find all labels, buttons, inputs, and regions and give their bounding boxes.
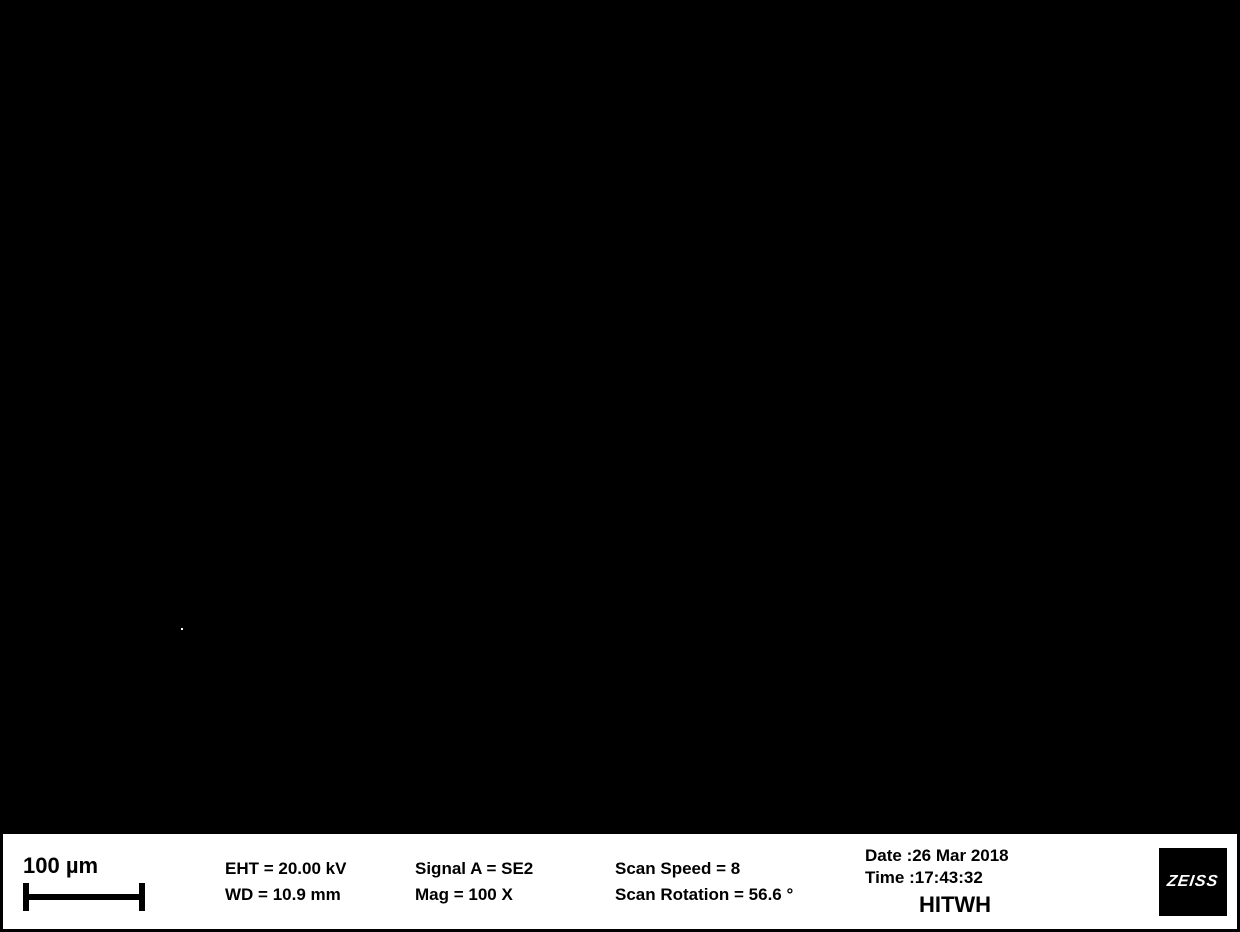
institution-label: HITWH — [865, 892, 1045, 918]
info-bar: 100 µm EHT = 20.00 kV WD = 10.9 mm Signa… — [3, 831, 1237, 929]
sem-image-area — [3, 3, 1237, 831]
params-column-1: EHT = 20.00 kV WD = 10.9 mm — [215, 859, 405, 905]
param-eht: EHT = 20.00 kV — [225, 859, 395, 879]
param-wd: WD = 10.9 mm — [225, 885, 395, 905]
zeiss-logo-text: ZEISS — [1166, 873, 1220, 891]
params-column-4: Date :26 Mar 2018 Time :17:43:32 HITWH — [855, 846, 1055, 918]
param-scan-rotation: Scan Rotation = 56.6 ° — [615, 885, 845, 905]
params-column-3: Scan Speed = 8 Scan Rotation = 56.6 ° — [605, 859, 855, 905]
scale-section: 100 µm — [15, 853, 215, 911]
scale-label: 100 µm — [23, 853, 98, 879]
param-signal: Signal A = SE2 — [415, 859, 595, 879]
scale-bar-line — [23, 894, 145, 900]
param-mag: Mag = 100 X — [415, 885, 595, 905]
scale-bar-end-right — [139, 883, 145, 911]
param-scan-speed: Scan Speed = 8 — [615, 859, 845, 879]
image-speck — [181, 628, 183, 630]
scale-bar — [23, 883, 145, 911]
param-date: Date :26 Mar 2018 — [865, 846, 1045, 866]
zeiss-logo: ZEISS — [1159, 848, 1227, 916]
params-column-2: Signal A = SE2 Mag = 100 X — [405, 859, 605, 905]
param-time: Time :17:43:32 — [865, 868, 1045, 888]
sem-micrograph-container: 100 µm EHT = 20.00 kV WD = 10.9 mm Signa… — [0, 0, 1240, 932]
